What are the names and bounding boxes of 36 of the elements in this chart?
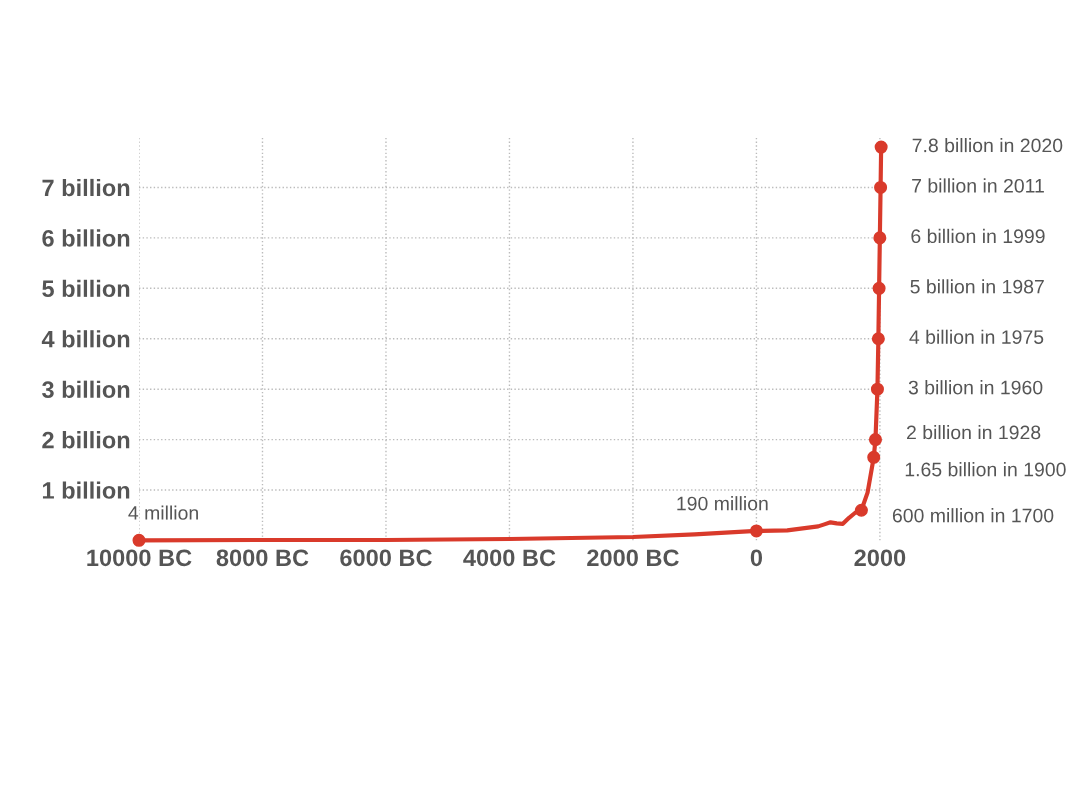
point (870, 382, 884, 396)
annotation: 600 million in 1700 (892, 508, 1054, 523)
y-tick-label: 7 billion (42, 178, 130, 197)
annotation: 4 million (128, 505, 198, 520)
x-tick-label: 10000 BC (87, 549, 192, 567)
point (132, 533, 146, 547)
annotation: 7.8 billion in 2020 (912, 138, 1063, 153)
point (749, 524, 763, 538)
x-tick-label: 8000 BC (216, 549, 309, 567)
point (874, 140, 888, 154)
annotation: 6 billion in 1999 (911, 228, 1045, 244)
point (872, 281, 886, 295)
annotation: 3 billion in 1960 (908, 380, 1043, 395)
x-tick-label: 2000 (854, 549, 906, 567)
y-tick-label: 6 billion (42, 229, 130, 247)
annotation: 4 billion in 1975 (909, 329, 1044, 344)
y-tick-label: 3 billion (42, 380, 130, 399)
annotation: 1.65 billion in 1900 (905, 462, 1066, 477)
point (867, 450, 881, 464)
x-tick-label: 6000 BC (340, 549, 432, 567)
annotation: 2 billion in 1928 (907, 425, 1041, 440)
y-tick-label: 5 billion (42, 279, 130, 298)
y-tick-label: 4 billion (41, 330, 130, 348)
point (874, 180, 888, 194)
point (868, 433, 882, 447)
x-tick-label: 2000 BC (587, 549, 679, 567)
point (873, 231, 887, 245)
annotation: 5 billion in 1987 (910, 279, 1044, 294)
x-tick-label: 4000 BC (463, 549, 556, 567)
x-tick-label: 0 (750, 549, 763, 567)
annotation: 7 billion in 2011 (912, 178, 1044, 193)
y-tick-label: 2 billion (42, 431, 130, 449)
point (854, 503, 868, 517)
point (871, 332, 885, 346)
annotation: 190 million (677, 496, 768, 511)
y-tick-label: 1 billion (42, 481, 130, 499)
